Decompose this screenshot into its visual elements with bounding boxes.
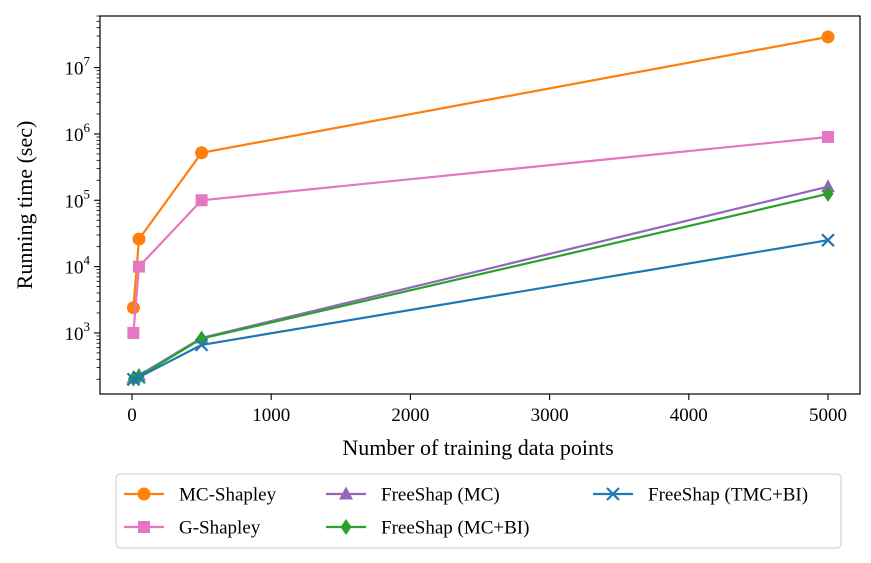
- legend-marker: [138, 521, 150, 533]
- data-point: [126, 301, 140, 315]
- x-tick-label: 3000: [531, 405, 569, 426]
- plot-frame: [99, 15, 861, 395]
- series-line: [133, 239, 829, 381]
- x-tick-label: 1000: [252, 405, 290, 426]
- legend-item: FreeShap (MC+BI): [326, 518, 529, 539]
- x-tick-label: 0: [127, 405, 137, 426]
- series-line: [132, 135, 829, 333]
- series-g-shapley: [127, 130, 834, 339]
- axes-layer: 0 1000 2000 3000 4000 5000 103 104 105 106 107: [65, 15, 861, 426]
- legend-label: FreeShap (MC+BI): [381, 518, 529, 539]
- x-axis-title: Number of training data points: [342, 435, 613, 460]
- series-freeshap-mc: [126, 179, 835, 384]
- legend-item: G-Shapley: [124, 518, 261, 539]
- series-line: [132, 35, 829, 308]
- data-point: [127, 326, 140, 339]
- series-line: [132, 185, 829, 379]
- y-tick-label: 106: [65, 120, 91, 146]
- data-point: [821, 130, 834, 143]
- legend-label: MC-Shapley: [179, 485, 277, 506]
- series-line: [133, 192, 829, 380]
- y-tick-label: 103: [65, 319, 91, 345]
- data-point: [195, 194, 208, 207]
- x-tick-label: 4000: [670, 405, 708, 426]
- legend-item: MC-Shapley: [124, 485, 277, 506]
- legend-label: FreeShap (TMC+BI): [648, 485, 808, 506]
- data-point: [821, 30, 835, 44]
- x-tick-label: 2000: [391, 405, 429, 426]
- data-point: [821, 233, 835, 247]
- data-point: [132, 260, 145, 273]
- data-point: [820, 179, 835, 193]
- legend-box: [115, 473, 842, 549]
- legend-item: FreeShap (TMC+BI): [593, 485, 808, 506]
- series-layer: [126, 30, 835, 387]
- legend-label: FreeShap (MC): [381, 485, 500, 506]
- y-axis-title: Running time (sec): [12, 121, 37, 290]
- data-point: [132, 232, 146, 246]
- legend-marker: [340, 519, 352, 535]
- legend-label: G-Shapley: [179, 518, 261, 539]
- legend-marker: [137, 487, 151, 501]
- series-freeshap-tmc-bi: [126, 233, 835, 387]
- y-tick-label: 105: [65, 186, 91, 212]
- legend: [115, 473, 842, 549]
- y-tick-label: 104: [65, 253, 91, 279]
- series-freeshap-mc-bi: [127, 185, 834, 387]
- data-point: [194, 338, 209, 352]
- legend-item: FreeShap (MC): [326, 485, 500, 506]
- legend-marker: [339, 486, 353, 500]
- data-point: [132, 370, 146, 384]
- data-point: [822, 185, 834, 202]
- series-mc-shapley: [126, 30, 835, 315]
- legend-entries: MC-Shapley G-Shapley FreeShap (MC) FreeShap…: [124, 485, 808, 539]
- data-point: [195, 146, 209, 160]
- x-tick-label: 5000: [809, 405, 847, 426]
- legend-marker: [606, 487, 620, 501]
- y-tick-label: 107: [65, 54, 91, 80]
